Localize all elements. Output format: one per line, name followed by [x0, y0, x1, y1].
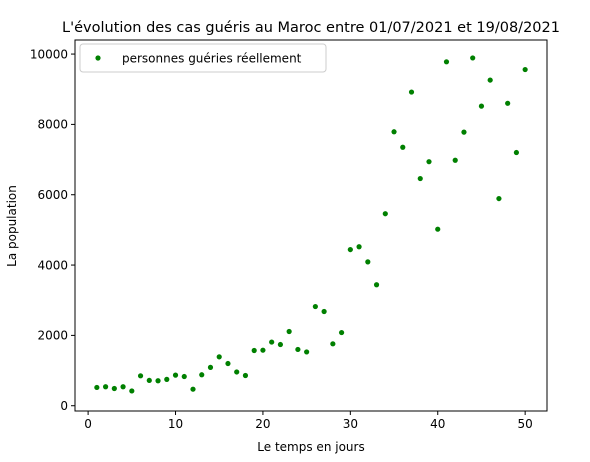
- data-point: [251, 347, 257, 354]
- data-point: [146, 377, 152, 384]
- data-point: [487, 77, 493, 83]
- y-tick-label: 6000: [37, 188, 68, 202]
- data-point: [443, 59, 450, 65]
- legend-box: [79, 43, 327, 73]
- y-axis: 0 2000 4000 6000 8000 10000: [30, 47, 75, 413]
- data-point: [225, 360, 231, 367]
- data-point: [452, 157, 458, 163]
- data-point: [155, 378, 161, 384]
- x-tick-label: 30: [343, 417, 358, 431]
- plot-frame: [74, 39, 548, 412]
- data-point: [312, 303, 318, 310]
- data-point: [172, 372, 179, 378]
- legend-label: personnes guéries réellement: [122, 52, 302, 66]
- legend: personnes guéries réellement: [79, 43, 327, 73]
- plot-area: [74, 39, 548, 412]
- data-point: [199, 372, 205, 378]
- data-point: [260, 347, 266, 353]
- data-point: [417, 175, 423, 182]
- data-point: [129, 388, 135, 394]
- data-point: [120, 384, 126, 390]
- data-point: [470, 55, 476, 61]
- x-axis-label: Le temps en jours: [257, 440, 364, 454]
- y-axis-label: La population: [5, 185, 19, 267]
- data-point: [391, 129, 397, 135]
- data-point: [435, 226, 441, 232]
- data-point: [338, 329, 345, 336]
- x-tick-label: 0: [84, 417, 92, 431]
- data-point: [505, 100, 511, 106]
- data-point: [190, 386, 196, 392]
- data-point: [365, 259, 371, 265]
- data-point: [102, 384, 109, 390]
- data-point: [321, 308, 327, 315]
- y-tick-label: 0: [60, 399, 68, 413]
- data-point: [94, 384, 100, 391]
- data-point: [373, 282, 380, 288]
- data-point: [269, 339, 275, 345]
- data-point: [295, 346, 301, 353]
- data-point: [400, 144, 406, 150]
- data-point: [382, 211, 388, 217]
- x-tick-label: 10: [168, 417, 183, 431]
- y-tick-label: 2000: [37, 329, 68, 343]
- data-point: [408, 89, 415, 95]
- x-tick-label: 40: [430, 417, 445, 431]
- data-point: [286, 328, 292, 335]
- data-point: [304, 349, 310, 355]
- x-tick-label: 20: [255, 417, 270, 431]
- data-point: [216, 354, 222, 360]
- data-point: [513, 149, 520, 156]
- x-tick-label: 50: [518, 417, 533, 431]
- y-tick-label: 8000: [37, 118, 68, 132]
- data-point: [461, 129, 467, 135]
- data-point: [496, 195, 502, 202]
- data-point: [111, 385, 117, 392]
- data-point: [207, 364, 214, 370]
- data-point: [242, 372, 249, 379]
- data-point: [522, 66, 528, 73]
- data-point: [181, 373, 187, 380]
- data-point: [164, 376, 170, 382]
- data-point: [356, 244, 362, 250]
- data-point: [277, 341, 284, 348]
- data-point: [234, 369, 240, 375]
- data-point: [347, 246, 353, 253]
- x-axis: 0 10 20 30 40 50: [84, 411, 533, 431]
- legend-marker: [95, 55, 101, 61]
- data-points: [94, 55, 528, 394]
- y-tick-label: 10000: [30, 47, 68, 61]
- data-point: [330, 341, 336, 347]
- y-tick-label: 4000: [37, 258, 68, 272]
- data-point: [426, 159, 432, 165]
- data-point: [137, 373, 144, 379]
- data-point: [478, 103, 485, 109]
- chart-title: L'évolution des cas guéris au Maroc entr…: [62, 20, 560, 36]
